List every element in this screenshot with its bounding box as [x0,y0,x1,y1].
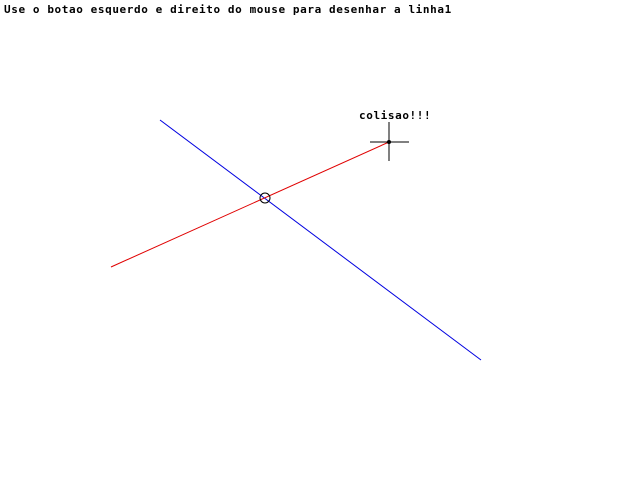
crosshair-cursor-icon [370,122,409,161]
collision-label: colisao!!! [359,109,431,122]
blue-line [159,119,482,361]
intersection-circle-icon [259,192,271,204]
instruction-text: Use o botao esquerdo e direito do mouse … [4,3,452,16]
red-line [110,141,390,268]
